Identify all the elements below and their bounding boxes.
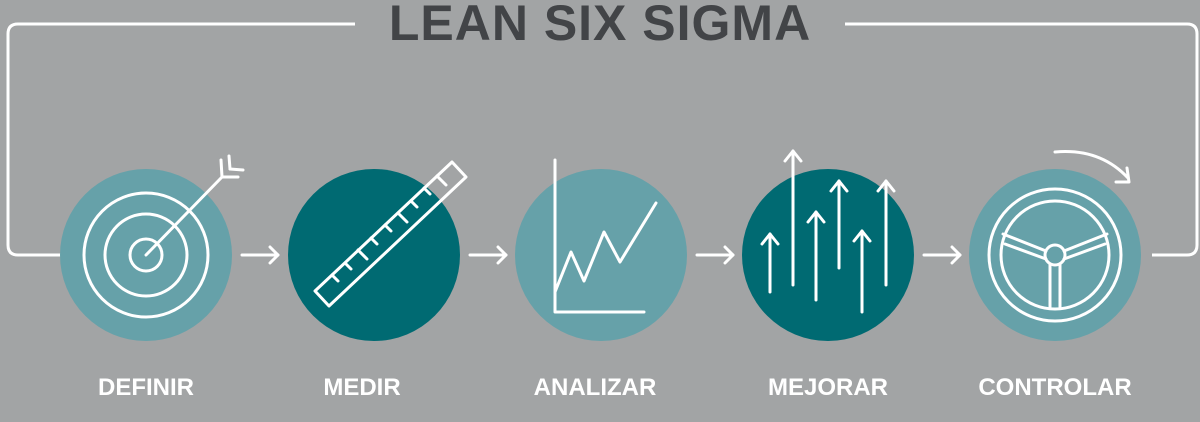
target-icon xyxy=(82,154,245,319)
step-circle-mejorar xyxy=(742,169,914,341)
step-label-mejorar: MEJORAR xyxy=(767,374,888,401)
step-circle-controlar xyxy=(969,169,1141,341)
up-arrows-icon xyxy=(760,149,896,314)
feedback-loop-line xyxy=(6,22,355,257)
page-title: LEAN SIX SIGMA xyxy=(388,0,812,51)
step-label-controlar: CONTROLAR xyxy=(978,374,1132,401)
feedback-loop-line-right xyxy=(845,22,1199,257)
step-circle-medir xyxy=(288,169,460,341)
rotate-arrow-icon xyxy=(1053,150,1131,184)
line-chart-icon xyxy=(553,158,658,314)
step-circle-analizar xyxy=(515,169,687,341)
steering-wheel-icon xyxy=(987,187,1123,323)
arrow-icon xyxy=(922,245,962,265)
arrow-icon xyxy=(468,245,508,265)
step-label-medir: MEDIR xyxy=(323,374,401,401)
ruler-icon xyxy=(313,160,468,308)
step-label-analizar: ANALIZAR xyxy=(533,374,657,401)
step-label-definir: DEFINIR xyxy=(98,374,194,401)
arrow-icon xyxy=(695,245,735,265)
arrow-icon xyxy=(240,245,280,265)
